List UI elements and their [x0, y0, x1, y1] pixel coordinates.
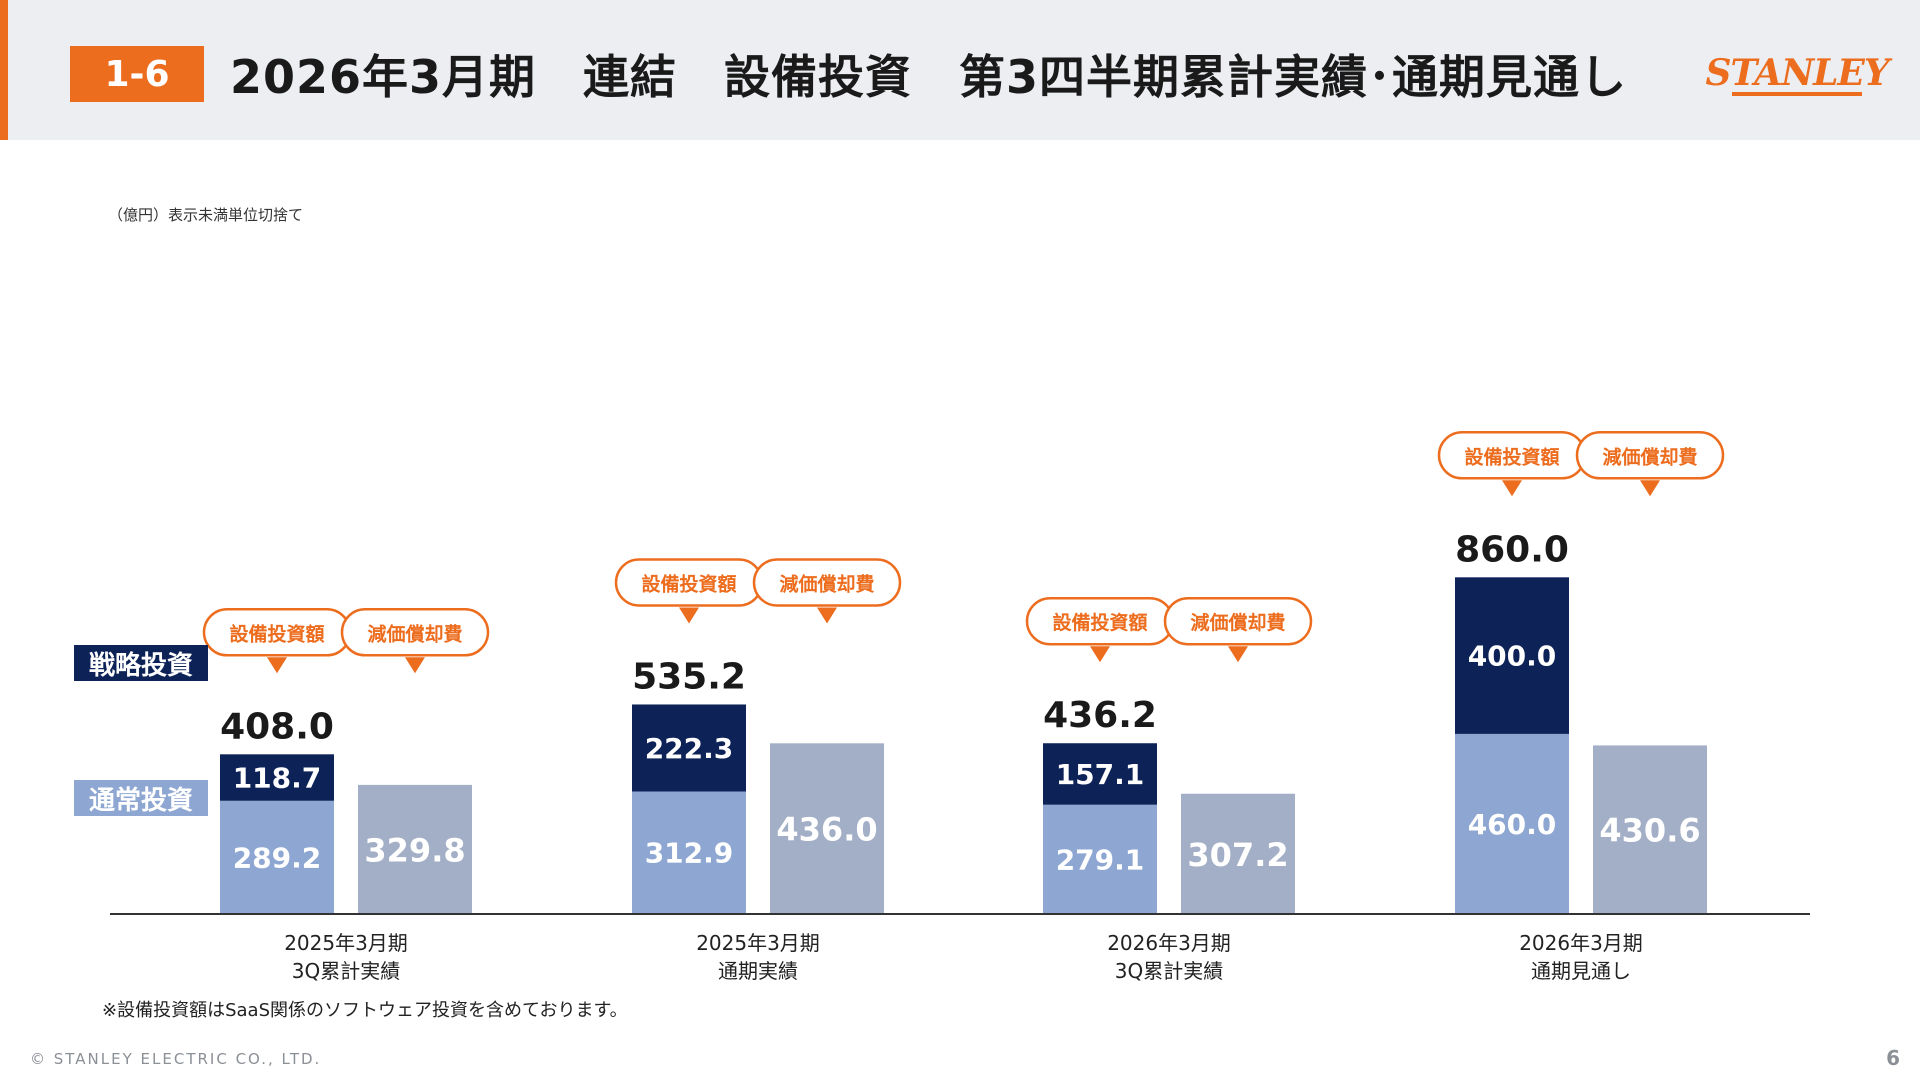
- bar-normal-0: [220, 800, 334, 914]
- category-label-0-line2: 3Q累計実績: [292, 959, 400, 983]
- label-normal-3: 460.0: [1468, 808, 1557, 841]
- label-total-0: 408.0: [220, 706, 334, 747]
- label-depreciation-0: 329.8: [364, 831, 465, 869]
- bar-normal-1: [632, 791, 746, 914]
- page-title: 2026年3月期 連結 設備投資 第3四半期累計実績･通期見通し: [230, 50, 1628, 104]
- company-logo: STANLEY: [1705, 38, 1890, 108]
- callout-capex-2-label: 設備投資額: [1052, 611, 1147, 634]
- callout-depreciation-3-bubble: [1575, 431, 1725, 480]
- callout-depreciation-3-label: 減価償却費: [1602, 445, 1697, 468]
- label-depreciation-1: 436.0: [776, 811, 877, 849]
- label-depreciation-3: 430.6: [1599, 812, 1700, 850]
- callout-capex-1-pointer: [679, 607, 699, 624]
- unit-note: （億円）表示未満単位切捨て: [108, 206, 304, 224]
- callout-depreciation-3-pointer: [1640, 480, 1660, 497]
- bar-strategic-0: [220, 754, 334, 801]
- bar-strategic-2: [1043, 743, 1157, 805]
- category-label-0-line1: 2025年3月期: [284, 931, 408, 955]
- callout-capex-3-label: 設備投資額: [1464, 445, 1559, 468]
- logo-wordmark: STANLEY: [1705, 52, 1889, 94]
- header-accent-stripe: [0, 0, 8, 140]
- bar-strategic-1: [632, 704, 746, 792]
- bar-depreciation-0: [358, 784, 472, 914]
- callout-depreciation-2-pointer: [1228, 646, 1248, 663]
- label-normal-0: 289.2: [233, 841, 322, 874]
- label-normal-2: 279.1: [1056, 843, 1145, 876]
- callout-capex-0-pointer: [267, 657, 287, 674]
- callout-depreciation-0-pointer: [405, 657, 425, 674]
- label-depreciation-2: 307.2: [1187, 836, 1288, 874]
- logo-underline: [1732, 92, 1862, 96]
- footnote: ※設備投資額はSaaS関係のソフトウェア投資を含めております。: [102, 1000, 628, 1021]
- callout-depreciation-0-bubble: [340, 608, 490, 657]
- category-label-1-line2: 通期実績: [718, 959, 798, 983]
- callout-capex-2-pointer: [1090, 646, 1110, 663]
- category-label-3-line1: 2026年3月期: [1519, 931, 1643, 955]
- bar-depreciation-2: [1181, 793, 1295, 914]
- label-total-2: 436.2: [1043, 695, 1157, 736]
- bar-normal-3: [1455, 733, 1569, 914]
- legend-strategic: 戦略投資: [74, 645, 208, 681]
- page-number: 6: [1886, 1046, 1900, 1070]
- callout-depreciation-2-label: 減価償却費: [1190, 611, 1285, 634]
- legend-normal: 通常投資: [74, 780, 208, 816]
- copyright: © STANLEY ELECTRIC CO., LTD.: [30, 1050, 322, 1068]
- category-label-3-line2: 通期見通し: [1531, 959, 1631, 983]
- category-label-1-line1: 2025年3月期: [696, 931, 820, 955]
- bar-depreciation-3: [1593, 745, 1707, 914]
- label-strategic-0: 118.7: [233, 762, 322, 795]
- header-bar: [0, 0, 1920, 140]
- section-badge: 1-6: [70, 46, 204, 102]
- label-total-1: 535.2: [632, 656, 746, 697]
- label-strategic-2: 157.1: [1056, 758, 1145, 791]
- callout-capex-1-label: 設備投資額: [641, 572, 736, 595]
- label-total-3: 860.0: [1455, 529, 1569, 570]
- bar-strategic-3: [1455, 577, 1569, 734]
- callout-capex-0-label: 設備投資額: [229, 622, 324, 645]
- bar-depreciation-1: [770, 743, 884, 914]
- callout-depreciation-1-pointer: [817, 607, 837, 624]
- label-strategic-3: 400.0: [1468, 640, 1557, 673]
- callout-depreciation-1-bubble: [752, 558, 902, 607]
- category-label-2-line1: 2026年3月期: [1107, 931, 1231, 955]
- callout-depreciation-2-bubble: [1163, 596, 1313, 646]
- label-strategic-1: 222.3: [645, 732, 734, 765]
- bar-normal-2: [1043, 804, 1157, 914]
- label-normal-1: 312.9: [645, 837, 734, 870]
- category-label-2-line2: 3Q累計実績: [1115, 959, 1223, 983]
- callout-depreciation-1-label: 減価償却費: [779, 572, 874, 595]
- callout-depreciation-0-label: 減価償却費: [367, 622, 462, 645]
- callout-capex-3-pointer: [1502, 480, 1522, 497]
